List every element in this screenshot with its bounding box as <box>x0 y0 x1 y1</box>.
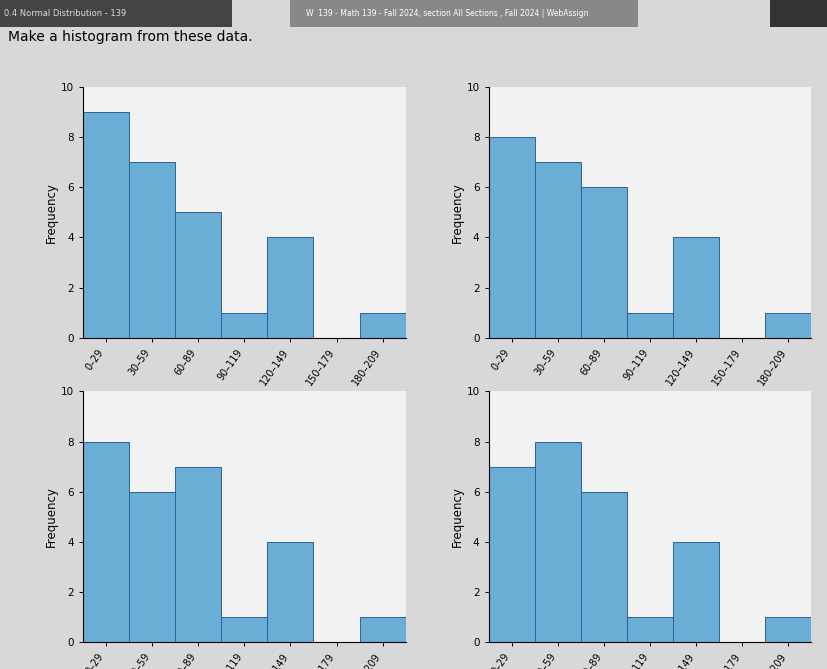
X-axis label: Minutes: Minutes <box>221 391 267 404</box>
Bar <box>764 617 810 642</box>
Bar <box>129 492 174 642</box>
Bar <box>267 237 313 338</box>
Bar <box>580 187 626 338</box>
Bar <box>764 313 810 338</box>
Bar <box>672 542 719 642</box>
Bar <box>221 617 267 642</box>
Bar <box>626 617 672 642</box>
Bar <box>672 237 719 338</box>
Bar <box>174 467 221 642</box>
Bar <box>534 163 580 338</box>
Bar <box>221 313 267 338</box>
Text: 0.4 Normal Distribution - 139: 0.4 Normal Distribution - 139 <box>4 9 127 18</box>
Text: W  139 - Math 139 - Fall 2024, section All Sections , Fall 2024 | WebAssign: W 139 - Math 139 - Fall 2024, section Al… <box>306 9 588 18</box>
Bar <box>488 467 534 642</box>
Y-axis label: Frequency: Frequency <box>450 182 463 243</box>
Bar <box>626 313 672 338</box>
Bar <box>129 163 174 338</box>
Bar <box>359 617 405 642</box>
Bar <box>580 492 626 642</box>
FancyBboxPatch shape <box>289 0 637 27</box>
Bar <box>174 213 221 338</box>
Bar <box>488 137 534 338</box>
Bar <box>359 313 405 338</box>
Y-axis label: Frequency: Frequency <box>45 486 58 547</box>
Bar <box>83 112 129 338</box>
X-axis label: Minutes: Minutes <box>626 391 672 404</box>
Y-axis label: Frequency: Frequency <box>450 486 463 547</box>
Bar <box>267 542 313 642</box>
Text: Make a histogram from these data.: Make a histogram from these data. <box>8 30 252 44</box>
Bar <box>534 442 580 642</box>
FancyBboxPatch shape <box>0 0 232 27</box>
Bar <box>83 442 129 642</box>
Y-axis label: Frequency: Frequency <box>45 182 58 243</box>
FancyBboxPatch shape <box>769 0 827 27</box>
